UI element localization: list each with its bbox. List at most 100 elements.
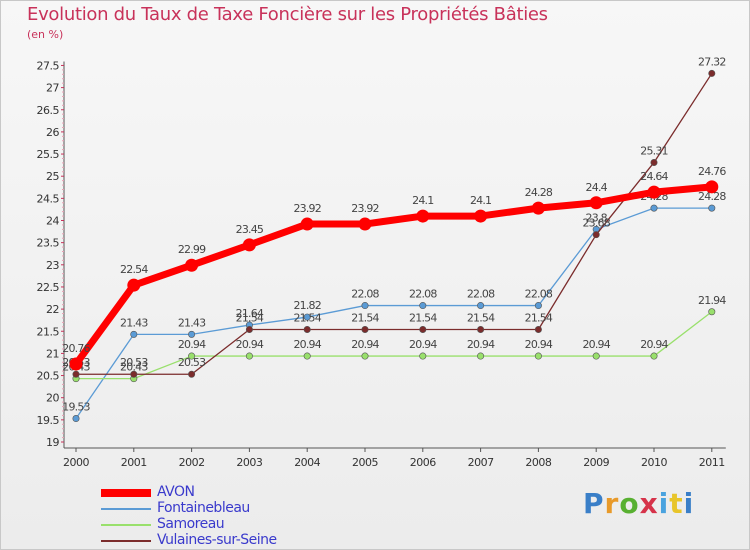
- data-label-fontainebleau: 21.43: [178, 316, 206, 329]
- y-tick-label: 22: [46, 303, 59, 316]
- data-label-vulaines-sur-seine: 21.54: [467, 311, 495, 324]
- data-point-samoreau: [188, 352, 196, 360]
- y-tick-label: 27.5: [37, 59, 60, 72]
- data-point-avon: [300, 217, 314, 231]
- data-point-avon: [416, 209, 430, 223]
- data-point-vulaines-sur-seine: [72, 370, 80, 378]
- y-tick-label: 21.5: [37, 325, 60, 338]
- series-vulaines-sur-seine: 20.5320.5320.5321.5421.5421.5421.5421.54…: [62, 55, 726, 378]
- legend-label: Vulaines-sur-Seine: [157, 532, 277, 548]
- data-label-samoreau: 20.94: [467, 338, 495, 351]
- logo-letter: x: [639, 487, 659, 520]
- x-tick-label: 2006: [410, 456, 436, 469]
- y-tick-label: 24: [46, 215, 59, 228]
- data-point-fontainebleau: [303, 313, 311, 321]
- data-point-vulaines-sur-seine: [708, 69, 716, 77]
- data-point-vulaines-sur-seine: [419, 325, 427, 333]
- data-point-fontainebleau: [708, 204, 716, 212]
- data-label-avon: 22.99: [178, 243, 206, 256]
- y-tick-label: 25: [46, 170, 59, 183]
- data-label-fontainebleau: 22.08: [409, 288, 437, 301]
- y-tick-label: 21: [46, 347, 59, 360]
- data-point-samoreau: [534, 352, 542, 360]
- data-label-avon: 22.54: [120, 263, 148, 276]
- data-point-samoreau: [303, 352, 311, 360]
- data-label-fontainebleau: 21.64: [236, 307, 264, 320]
- data-label-vulaines-sur-seine: 21.54: [409, 311, 437, 324]
- data-label-vulaines-sur-seine: 27.32: [698, 55, 726, 68]
- x-tick-label: 2003: [236, 456, 262, 469]
- data-point-fontainebleau: [361, 302, 369, 310]
- series-avon: 20.76 22.54 22.99 23.45 23.92 23.92 24.1 24.1 24…: [62, 165, 727, 371]
- data-label-samoreau: 20.94: [640, 338, 668, 351]
- data-label-vulaines-sur-seine: 23.68: [582, 217, 610, 230]
- line-chart-plot: 19 19.5 20 20.5 21 21.5 22 22.5 23 23.5 24 24.5 25 25…: [37, 55, 728, 469]
- data-label-avon: 24.1: [470, 194, 491, 207]
- data-point-fontainebleau: [188, 330, 196, 338]
- data-point-vulaines-sur-seine: [650, 158, 658, 166]
- y-tick-label: 19.5: [37, 414, 60, 427]
- y-tick-label: 23.5: [37, 237, 60, 250]
- data-label-samoreau: 20.43: [120, 361, 148, 374]
- data-point-samoreau: [592, 352, 600, 360]
- y-tick-label: 22.5: [37, 281, 60, 294]
- data-label-samoreau: 20.94: [582, 338, 610, 351]
- data-point-avon: [127, 278, 141, 292]
- data-point-vulaines-sur-seine: [245, 325, 253, 333]
- data-point-vulaines-sur-seine: [130, 370, 138, 378]
- data-label-samoreau: 20.94: [236, 338, 264, 351]
- data-label-fontainebleau: 21.43: [120, 316, 148, 329]
- logo-letter: t: [669, 487, 684, 520]
- data-label-fontainebleau: 22.08: [351, 288, 379, 301]
- data-label-fontainebleau: 24.28: [698, 190, 726, 203]
- data-point-avon: [531, 201, 545, 215]
- legend-swatch: [101, 524, 151, 526]
- series-line-samoreau: [76, 311, 713, 380]
- data-point-vulaines-sur-seine: [361, 325, 369, 333]
- x-tick-label: 2007: [468, 456, 494, 469]
- legend-swatch: [101, 508, 151, 510]
- logo-letter: r: [604, 487, 620, 520]
- data-point-avon: [69, 357, 83, 371]
- data-label-samoreau: 20.94: [351, 338, 379, 351]
- x-tick-label: 2011: [699, 456, 725, 469]
- logo-letter: i: [683, 487, 695, 520]
- data-label-avon: 24.4: [586, 181, 608, 194]
- data-point-fontainebleau: [72, 415, 80, 423]
- x-tick-label: 2005: [352, 456, 378, 469]
- data-point-fontainebleau: [419, 302, 427, 310]
- y-tick-label: 26: [46, 126, 59, 139]
- chart-title: Evolution du Taux de Taxe Foncière sur l…: [27, 4, 548, 25]
- data-point-vulaines-sur-seine: [592, 231, 600, 239]
- x-tick-label: 2010: [641, 456, 667, 469]
- series-line-vulaines-sur-seine: [76, 73, 713, 375]
- legend-swatch: [101, 540, 151, 542]
- data-point-fontainebleau: [130, 330, 138, 338]
- series-samoreau: 20.4320.4320.9420.9420.9420.9420.9420.94…: [62, 294, 727, 383]
- data-label-fontainebleau: 22.08: [467, 288, 495, 301]
- logo-letter: o: [619, 487, 640, 520]
- data-label-avon: 23.92: [293, 202, 321, 215]
- data-label-avon: 20.76: [62, 342, 90, 355]
- x-tick-label: 2004: [294, 456, 320, 469]
- data-label-fontainebleau: 22.08: [525, 288, 553, 301]
- data-label-vulaines-sur-seine: 21.54: [525, 311, 553, 324]
- y-tick-label: 26.5: [37, 104, 60, 117]
- data-label-avon: 24.28: [525, 186, 553, 199]
- data-point-fontainebleau: [650, 204, 658, 212]
- y-tick-label: 24.5: [37, 192, 60, 205]
- data-label-vulaines-sur-seine: 25.31: [640, 144, 668, 157]
- data-point-avon: [589, 196, 603, 210]
- series-line-fontainebleau: [75, 207, 712, 419]
- legend-swatch: [101, 489, 151, 497]
- data-point-avon: [185, 258, 199, 272]
- logo-letter: i: [658, 487, 670, 520]
- x-tick-label: 2009: [583, 456, 609, 469]
- data-point-samoreau: [708, 308, 716, 316]
- data-label-samoreau: 20.94: [409, 338, 437, 351]
- y-tick-label: 27: [46, 82, 59, 95]
- data-point-samoreau: [419, 352, 427, 360]
- data-label-avon: 24.76: [698, 165, 726, 178]
- x-tick-label: 2002: [179, 456, 205, 469]
